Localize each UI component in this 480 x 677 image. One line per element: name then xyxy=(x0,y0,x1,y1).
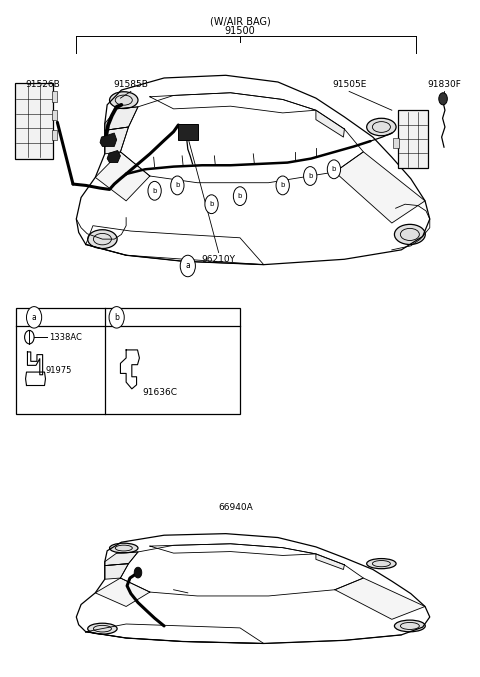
Polygon shape xyxy=(76,533,430,643)
Text: (W/AIR BAG): (W/AIR BAG) xyxy=(210,16,270,26)
Text: b: b xyxy=(308,173,312,179)
Polygon shape xyxy=(107,150,120,162)
Circle shape xyxy=(276,176,289,195)
Polygon shape xyxy=(105,564,129,580)
Text: a: a xyxy=(32,313,36,322)
Circle shape xyxy=(327,160,341,179)
Circle shape xyxy=(439,93,447,105)
Text: a: a xyxy=(185,261,190,271)
Text: b: b xyxy=(209,201,214,207)
Polygon shape xyxy=(316,110,344,137)
Text: 91636C: 91636C xyxy=(143,389,178,397)
Ellipse shape xyxy=(88,230,117,248)
Polygon shape xyxy=(105,127,129,154)
Circle shape xyxy=(26,307,42,328)
Circle shape xyxy=(303,167,317,185)
Ellipse shape xyxy=(367,559,396,569)
Bar xyxy=(16,308,240,414)
Ellipse shape xyxy=(109,543,138,553)
Bar xyxy=(393,138,399,148)
Bar xyxy=(52,91,57,102)
Ellipse shape xyxy=(109,92,138,108)
Polygon shape xyxy=(86,624,264,643)
Text: 91830F: 91830F xyxy=(427,80,461,89)
Polygon shape xyxy=(96,578,150,607)
Text: b: b xyxy=(280,182,285,188)
Polygon shape xyxy=(105,552,138,565)
Polygon shape xyxy=(120,93,363,183)
Polygon shape xyxy=(316,554,344,569)
Text: 91500: 91500 xyxy=(225,26,255,36)
Polygon shape xyxy=(96,152,150,201)
Text: 91975: 91975 xyxy=(46,366,72,374)
Ellipse shape xyxy=(395,620,425,632)
Circle shape xyxy=(171,176,184,195)
Ellipse shape xyxy=(367,118,396,135)
Text: b: b xyxy=(175,182,180,188)
Text: b: b xyxy=(153,188,157,194)
FancyBboxPatch shape xyxy=(398,110,428,168)
Polygon shape xyxy=(335,578,425,619)
Text: b: b xyxy=(332,167,336,172)
Text: 66940A: 66940A xyxy=(218,503,252,512)
Circle shape xyxy=(109,307,124,328)
Text: 96210Y: 96210Y xyxy=(202,255,236,264)
Circle shape xyxy=(180,255,195,277)
Polygon shape xyxy=(100,133,117,146)
Text: 1338AC: 1338AC xyxy=(49,332,82,342)
Text: 91505E: 91505E xyxy=(332,80,366,89)
Text: b: b xyxy=(238,193,242,199)
Text: 91526B: 91526B xyxy=(26,80,60,89)
Circle shape xyxy=(233,187,247,206)
Polygon shape xyxy=(335,152,425,223)
Text: b: b xyxy=(114,313,119,322)
Bar xyxy=(52,130,57,140)
Ellipse shape xyxy=(395,224,425,244)
Circle shape xyxy=(148,181,161,200)
FancyBboxPatch shape xyxy=(15,83,53,158)
Polygon shape xyxy=(120,544,363,596)
Bar xyxy=(52,110,57,121)
Text: 91585B: 91585B xyxy=(113,80,148,89)
Polygon shape xyxy=(76,75,430,265)
Bar xyxy=(179,124,198,140)
Circle shape xyxy=(134,567,142,578)
Polygon shape xyxy=(105,107,138,131)
Polygon shape xyxy=(86,225,264,265)
Ellipse shape xyxy=(88,624,117,634)
Circle shape xyxy=(205,195,218,214)
